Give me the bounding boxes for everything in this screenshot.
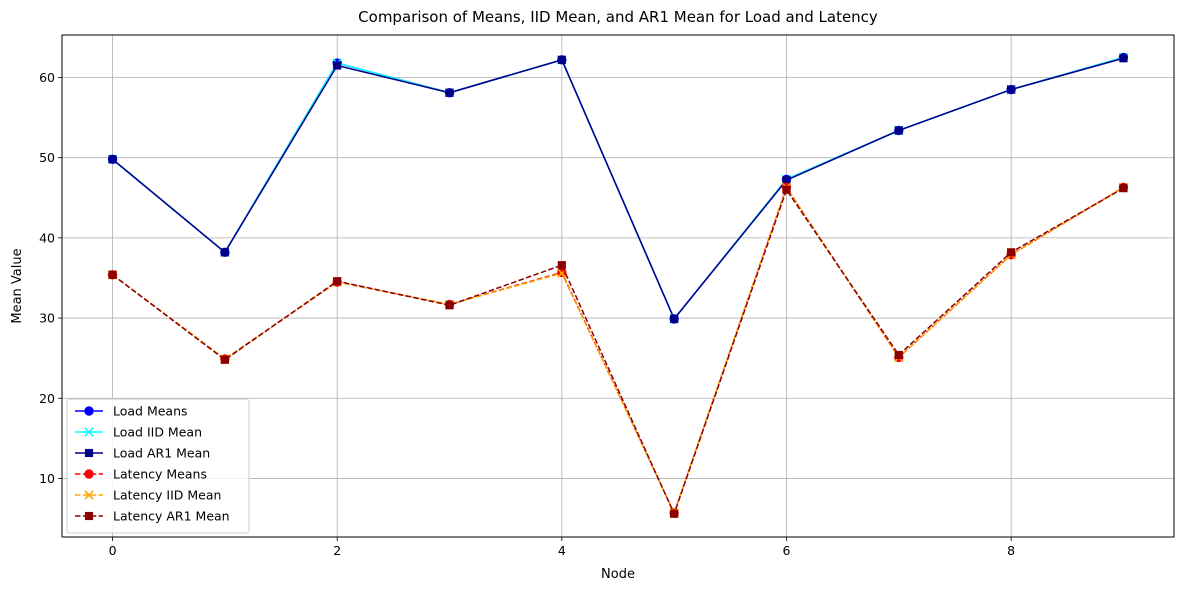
series-layer bbox=[107, 52, 1129, 518]
x-tick-label: 0 bbox=[109, 543, 117, 558]
legend: Load Means Load IID Mean Load AR1 Mean Late… bbox=[66, 398, 250, 534]
legend-marker bbox=[84, 511, 94, 521]
legend-label: Load Means bbox=[113, 404, 188, 419]
legend-label: Load AR1 Mean bbox=[113, 446, 210, 461]
legend-label: Latency AR1 Mean bbox=[113, 509, 230, 524]
legend-marker bbox=[84, 427, 94, 437]
data-point bbox=[670, 509, 679, 518]
y-axis-title: Mean Value bbox=[10, 248, 25, 323]
x-tick-label: 2 bbox=[333, 543, 341, 558]
legend-item: Latency AR1 Mean bbox=[75, 509, 230, 524]
legend-marker bbox=[84, 490, 94, 500]
series-load-ar1-mean bbox=[108, 54, 1128, 323]
y-tick-label: 20 bbox=[39, 391, 55, 406]
legend-item: Latency IID Mean bbox=[75, 488, 221, 503]
legend-marker bbox=[84, 448, 94, 458]
legend-item: Latency Means bbox=[75, 467, 207, 482]
data-point bbox=[220, 248, 229, 257]
data-point bbox=[108, 270, 117, 279]
data-point bbox=[1007, 85, 1016, 94]
plot-frame bbox=[61, 34, 1175, 538]
data-point bbox=[1007, 248, 1016, 257]
chart-title: Comparison of Means, IID Mean, and AR1 M… bbox=[358, 8, 878, 26]
data-point bbox=[557, 261, 566, 270]
legend-label: Load IID Mean bbox=[113, 425, 202, 440]
series-line bbox=[112, 57, 1124, 320]
series-latency-ar1-mean bbox=[108, 184, 1128, 518]
data-point bbox=[670, 314, 679, 323]
data-point bbox=[894, 126, 903, 135]
data-point bbox=[782, 185, 791, 194]
x-tick-label: 4 bbox=[558, 543, 566, 558]
legend-box bbox=[66, 398, 250, 534]
x-tick-label: 8 bbox=[1007, 543, 1015, 558]
data-point bbox=[333, 61, 342, 70]
legend-item: Load Means bbox=[75, 404, 188, 419]
legend-item: Load AR1 Mean bbox=[75, 446, 210, 461]
legend-marker bbox=[84, 406, 94, 416]
grid-lines bbox=[62, 35, 1174, 537]
data-point bbox=[445, 301, 454, 310]
legend-label: Latency IID Mean bbox=[113, 488, 221, 503]
x-tick-label: 6 bbox=[783, 543, 791, 558]
data-point bbox=[557, 55, 566, 64]
y-tick-label: 30 bbox=[39, 311, 55, 326]
data-point bbox=[894, 350, 903, 360]
legend-marker bbox=[84, 469, 94, 479]
data-point bbox=[333, 277, 342, 286]
y-tick-label: 50 bbox=[39, 150, 55, 165]
y-tick-label: 10 bbox=[39, 471, 55, 486]
data-point bbox=[445, 88, 454, 97]
data-point bbox=[220, 355, 229, 364]
legend-item: Load IID Mean bbox=[75, 425, 202, 440]
series-line bbox=[112, 187, 1124, 515]
data-point bbox=[1119, 54, 1128, 63]
data-point bbox=[782, 176, 791, 185]
legend-label: Latency Means bbox=[113, 467, 207, 482]
y-tick-label: 40 bbox=[39, 230, 55, 245]
axis-ticks: 0 2 4 6 8 10 20 30 40 50 60 bbox=[39, 70, 1015, 558]
x-axis-title: Node bbox=[601, 567, 635, 582]
y-tick-label: 60 bbox=[39, 70, 55, 85]
data-point bbox=[108, 155, 117, 164]
data-point bbox=[1119, 184, 1128, 193]
